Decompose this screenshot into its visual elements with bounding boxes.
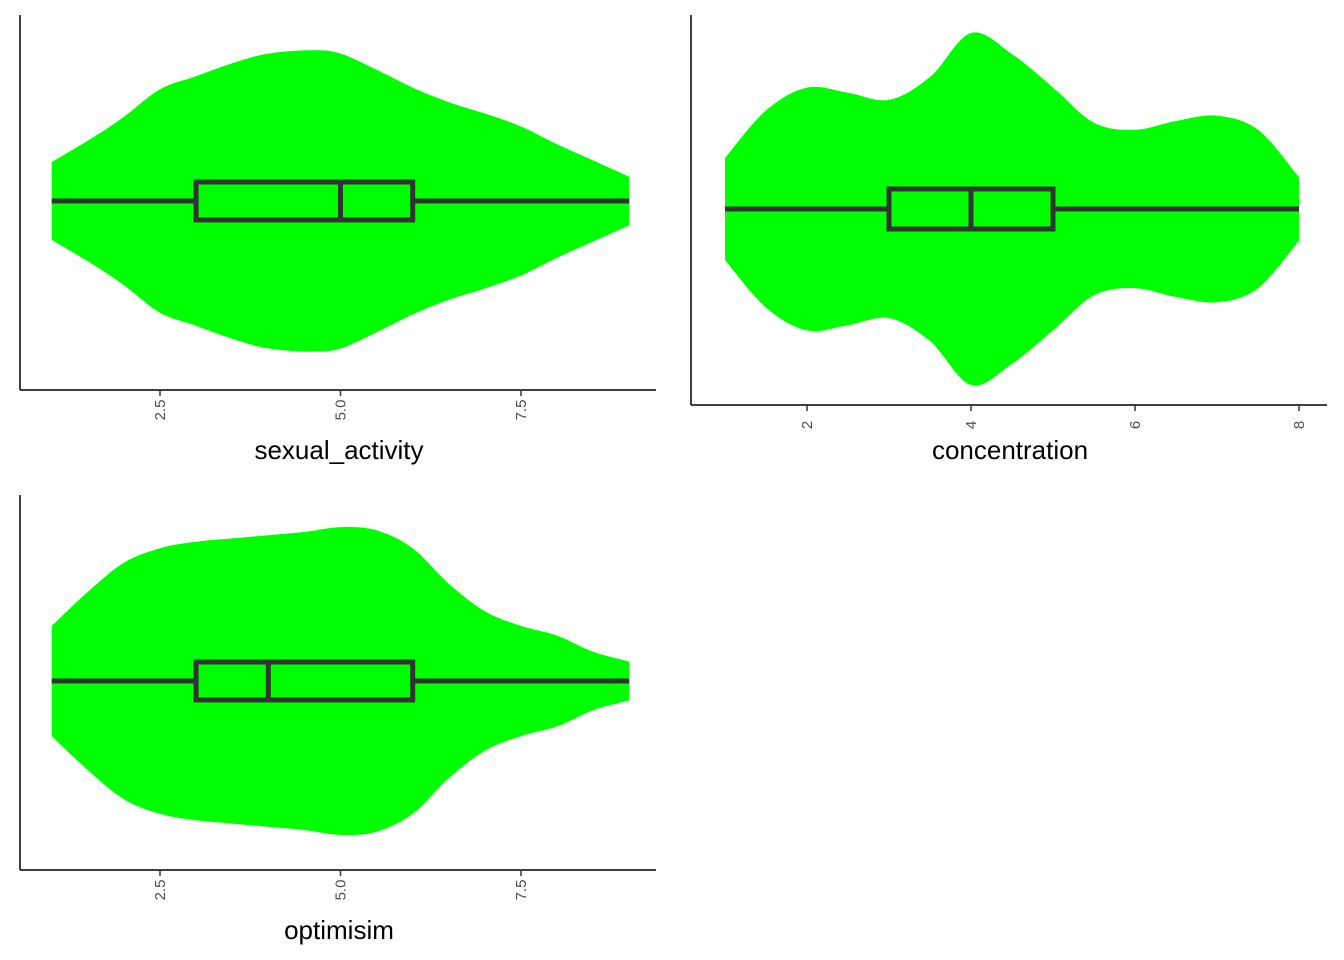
violin-layer — [725, 32, 1299, 386]
boxplot-layer — [51, 659, 630, 703]
x-tick-label: 2.5 — [152, 400, 169, 421]
panel-sexual-activity: 2.5 5.0 7.5 sexual_activity — [19, 15, 656, 465]
x-tick-label: 7.5 — [513, 880, 530, 901]
violin-shape — [51, 526, 630, 836]
x-axis-title: concentration — [932, 435, 1088, 465]
axes-layer: 2 4 6 8 — [690, 15, 1327, 429]
x-tick-label: 6 — [1127, 421, 1144, 429]
panel-optimisim: 2.5 5.0 7.5 optimisim — [19, 495, 656, 945]
x-tick-label: 7.5 — [513, 400, 530, 421]
iqr-box — [193, 179, 416, 223]
boxplot-layer — [725, 186, 1299, 232]
x-tick-label: 5.0 — [333, 400, 350, 421]
x-tick-label: 8 — [1291, 421, 1308, 429]
x-tick-label: 2 — [799, 421, 816, 429]
iqr-box — [193, 659, 416, 703]
x-tick-label: 5.0 — [333, 880, 350, 901]
x-axis-title: optimisim — [284, 915, 394, 945]
violin-layer — [51, 526, 630, 836]
axes-layer: 2.5 5.0 7.5 — [19, 495, 656, 901]
boxplot-layer — [51, 179, 630, 223]
x-tick-label: 2.5 — [152, 880, 169, 901]
violin-shape — [725, 32, 1299, 386]
panel-concentration: 2 4 6 8 concentration — [690, 15, 1327, 465]
x-axis-title: sexual_activity — [254, 435, 423, 465]
x-tick-label: 4 — [963, 421, 980, 429]
axes-layer: 2.5 5.0 7.5 — [19, 15, 656, 421]
